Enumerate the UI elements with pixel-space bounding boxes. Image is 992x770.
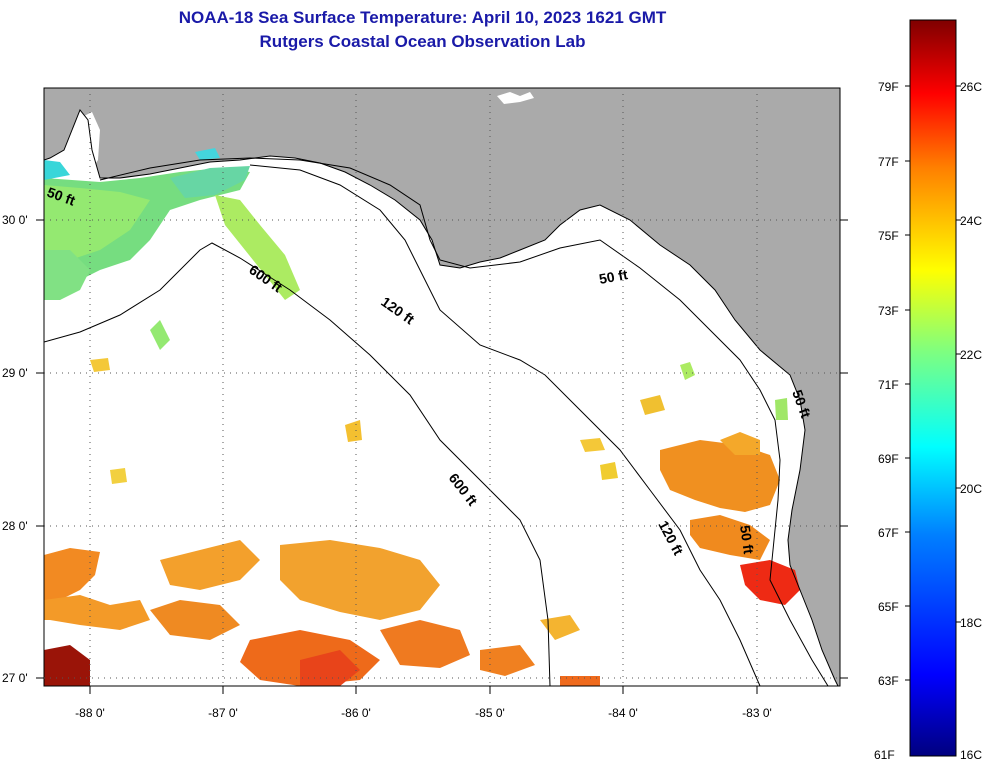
lat-label: 29 0'	[2, 366, 28, 380]
lake-patch	[497, 92, 534, 104]
lat-label: 30 0'	[2, 213, 28, 227]
colorbar-c-label: 20C	[960, 482, 982, 496]
colorbar-c-label: 24C	[960, 214, 982, 228]
map-title: NOAA-18 Sea Surface Temperature: April 1…	[178, 8, 667, 27]
sst-patches-south	[44, 358, 600, 686]
colorbar-c-label: 16C	[960, 748, 982, 762]
contour-label-50ft: 50 ft	[737, 524, 757, 555]
colorbar-f-label: 79F	[878, 80, 899, 94]
colorbar-f-label: 61F	[874, 748, 895, 762]
colorbar-f-label: 69F	[878, 452, 899, 466]
map-frame	[43, 87, 841, 687]
colorbar-f-label: 63F	[878, 674, 899, 688]
graticule	[44, 88, 840, 686]
axis-ticks	[36, 219, 848, 694]
colorbar-f-label: 67F	[878, 526, 899, 540]
lat-label: 27 0'	[2, 671, 28, 685]
bay-patch	[72, 112, 100, 175]
colorbar	[909, 19, 957, 757]
colorbar-ticks	[905, 85, 961, 681]
colorbar-c-label: 18C	[960, 616, 982, 630]
coastline	[44, 109, 839, 686]
lon-label: -87 0'	[208, 706, 238, 720]
land-mass	[44, 88, 840, 686]
colorbar-f-label: 65F	[878, 600, 899, 614]
lon-label: -85 0'	[475, 706, 505, 720]
lon-label: -86 0'	[341, 706, 371, 720]
lat-label: 28 0'	[2, 519, 28, 533]
lon-label: -88 0'	[75, 706, 105, 720]
lon-label: -84 0'	[608, 706, 638, 720]
colorbar-c-label: 26C	[960, 80, 982, 94]
contour-label-50ft: 50 ft	[598, 266, 629, 287]
colorbar-f-label: 71F	[878, 378, 899, 392]
sst-patches-west	[44, 148, 788, 420]
colorbar-f-label: 73F	[878, 304, 899, 318]
map-subtitle: Rutgers Coastal Ocean Observation Lab	[259, 32, 586, 51]
colorbar-c-label: 22C	[960, 348, 982, 362]
lon-label: -83 0'	[742, 706, 772, 720]
colorbar-f-label: 77F	[878, 155, 899, 169]
colorbar-f-label: 75F	[878, 229, 899, 243]
